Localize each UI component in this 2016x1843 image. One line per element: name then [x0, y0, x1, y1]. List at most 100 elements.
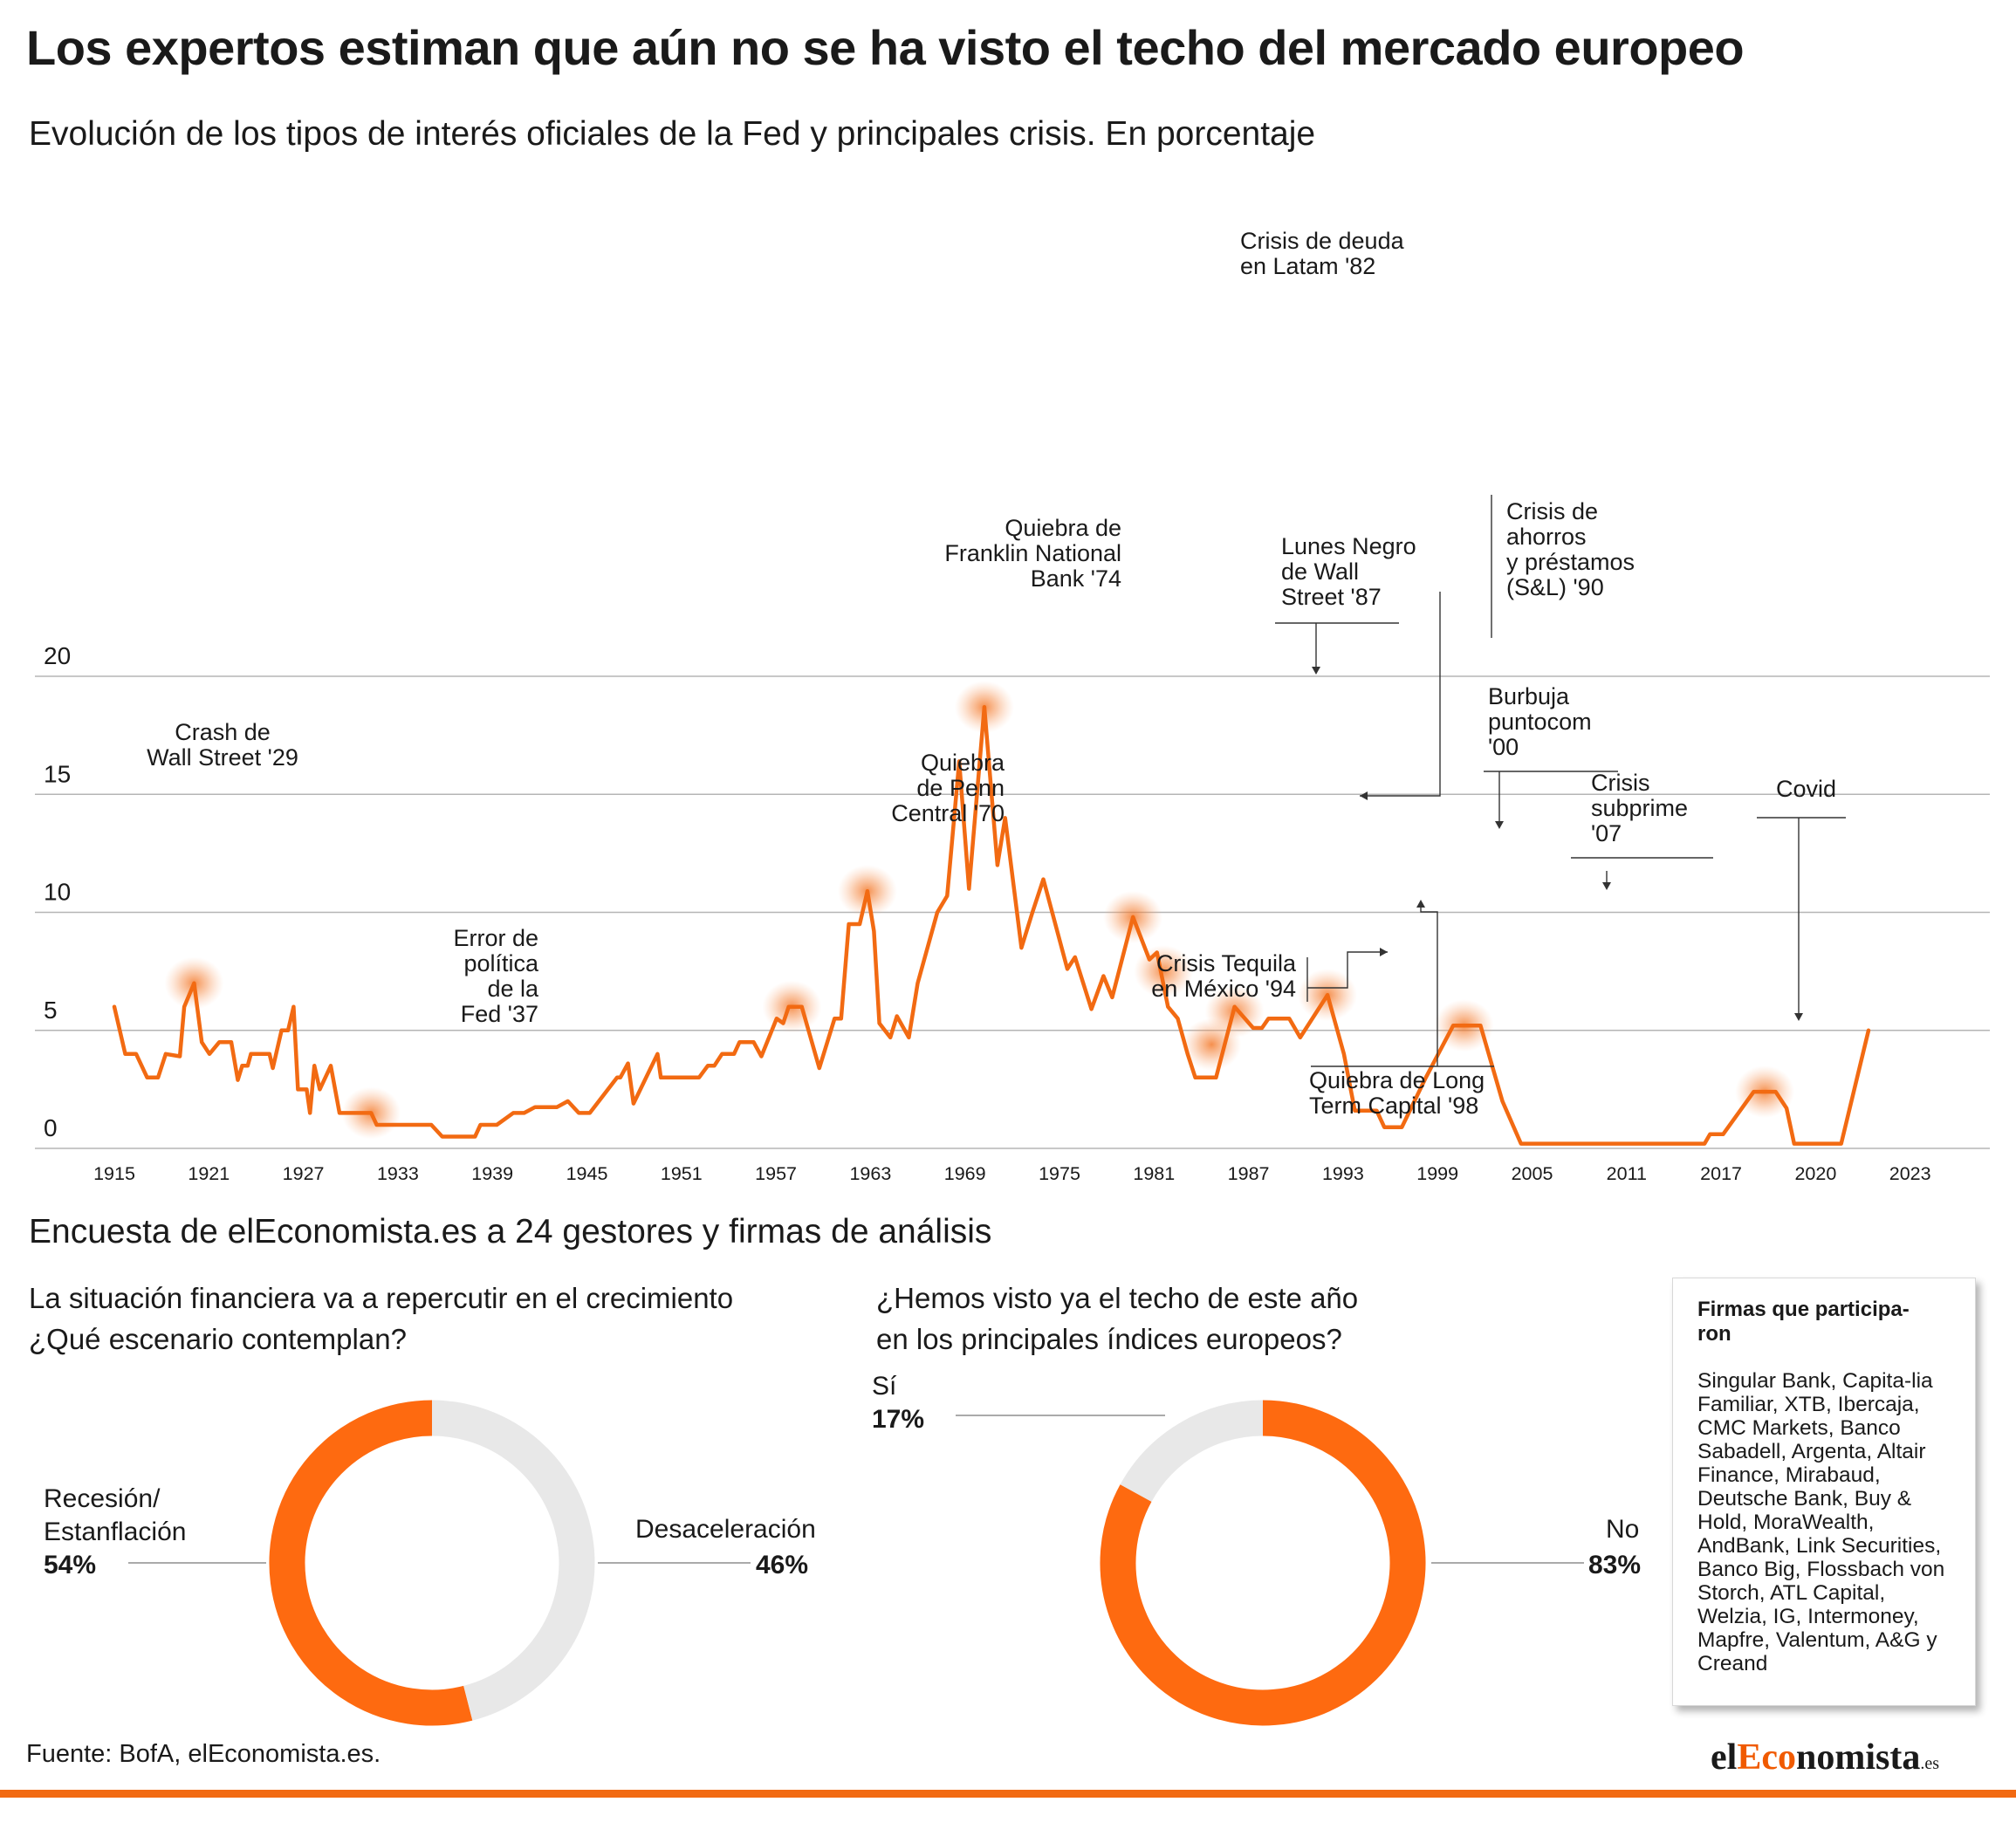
x-tick-label: 2023 [1889, 1163, 1931, 1184]
rate-point [1519, 1142, 1523, 1146]
rate-point [775, 1017, 778, 1020]
annotation-label: Bank '74 [1031, 565, 1121, 592]
x-tick-label: 1927 [283, 1163, 325, 1184]
annotation-label: puntocom [1488, 709, 1592, 735]
rate-point [1807, 1142, 1810, 1146]
y-tick-label: 5 [44, 997, 58, 1024]
x-tick-label: 1975 [1039, 1163, 1080, 1184]
chart-subtitle: Evolución de los tipos de interés oficia… [29, 115, 1316, 153]
rate-point [1501, 1100, 1505, 1103]
brand-logo: elEconomista.es [1711, 1737, 1939, 1778]
annotation-label: subprime [1591, 795, 1688, 821]
rate-point [996, 863, 999, 867]
annotation-label: Crisis Tequila [1156, 950, 1297, 976]
rate-point [533, 1106, 537, 1109]
rate-point [1451, 1024, 1455, 1027]
rate-point [615, 1076, 619, 1079]
annotation-label: de Penn [916, 775, 1005, 801]
brand-es: .es [1920, 1754, 1939, 1773]
rate-point [164, 1052, 168, 1056]
q2-pct-no: 83% [1588, 1551, 1642, 1579]
x-tick-label: 1963 [849, 1163, 891, 1184]
annotation-arrowhead [1602, 882, 1611, 890]
rate-point [619, 1076, 622, 1079]
rate-point [787, 1005, 791, 1009]
source-note: Fuente: BofA, elEconomista.es. [26, 1740, 381, 1768]
rate-point [1774, 1090, 1778, 1093]
rate-point [1090, 1007, 1094, 1011]
rate-point [1148, 958, 1151, 962]
rate-point [1867, 1029, 1870, 1032]
rate-point [720, 1052, 723, 1056]
brand-eco: Eco [1737, 1737, 1796, 1778]
rate-point [338, 1111, 341, 1114]
q1-pct-desaceleracion: 46% [756, 1551, 809, 1579]
rate-point [916, 982, 920, 985]
y-tick-label: 10 [44, 879, 71, 906]
rate-point [632, 1102, 635, 1106]
annotation-arrowhead [1360, 791, 1368, 800]
annotation-label: '07 [1591, 820, 1622, 846]
rate-point [555, 1106, 559, 1109]
rate-point [840, 1017, 843, 1020]
x-tick-label: 1999 [1416, 1163, 1458, 1184]
x-tick-label: 1969 [944, 1163, 986, 1184]
rate-point [858, 922, 861, 926]
annotation-arrowhead [1794, 1013, 1803, 1021]
annotation-label: Fed '37 [461, 1001, 538, 1027]
rate-point [1793, 1142, 1796, 1146]
rate-point [1101, 975, 1105, 978]
q1-question-line1: La situación financiera va a repercutir … [29, 1282, 734, 1314]
rate-point [1186, 1052, 1190, 1056]
rate-point [697, 1076, 701, 1079]
annotation-label: Burbuja [1488, 683, 1570, 709]
rate-point [146, 1076, 149, 1079]
donut-slice-desaceleracion [431, 1400, 595, 1721]
rate-point [291, 1005, 295, 1009]
rate-point [217, 1040, 221, 1044]
q2-donut-chart [956, 1400, 1584, 1726]
rate-point [271, 1066, 275, 1070]
annotation-label: Term Capital '98 [1309, 1093, 1478, 1119]
rate-point [305, 1087, 308, 1091]
rate-point [156, 1076, 160, 1079]
rate-point [895, 1015, 899, 1018]
brand-el: el [1711, 1737, 1738, 1778]
fed-rate-chart: 0 5 10 15 20 1915 1921 1927 1933 1939 1945 1951 1957… [35, 228, 1990, 1184]
annotation-leader-line [1307, 951, 1388, 989]
annotation-label: Quiebra [921, 750, 1005, 776]
q2-label-no: No [1606, 1515, 1640, 1544]
x-tick-label: 1939 [471, 1163, 513, 1184]
rate-point [230, 1040, 233, 1044]
annotation-label: de la [487, 976, 539, 1002]
rate-point [1840, 1142, 1843, 1146]
rate-point [655, 1052, 659, 1056]
annotation-label: de Wall [1281, 558, 1359, 585]
annotation-label: Street '87 [1281, 584, 1382, 610]
fed-rate-line [112, 704, 1871, 1146]
rate-point [1721, 1133, 1725, 1136]
rate-point [318, 1087, 321, 1091]
rate-point [1233, 1005, 1237, 1009]
rate-point [945, 894, 949, 898]
q2-question-line1: ¿Hemos visto ya el techo de este año [876, 1282, 1359, 1314]
rate-point [713, 1064, 717, 1067]
rate-point [178, 1055, 182, 1059]
rate-point [866, 889, 869, 893]
rate-point [208, 1052, 211, 1056]
rate-point [523, 1111, 526, 1114]
rate-point [1110, 996, 1114, 999]
rate-point [1478, 1024, 1482, 1027]
rate-point [759, 1055, 763, 1059]
annotation-label: Lunes Negro [1281, 533, 1416, 559]
rate-point [296, 1087, 299, 1091]
rate-point [1073, 956, 1077, 959]
rate-point [1752, 1090, 1756, 1093]
rate-point [888, 1036, 892, 1039]
annotation-label: en Latam '82 [1240, 253, 1375, 279]
x-tick-label: 1933 [377, 1163, 419, 1184]
rate-point [588, 1111, 592, 1114]
annotation-label: Central '70 [891, 800, 1005, 826]
rate-point [800, 1005, 804, 1009]
rate-point [781, 1022, 785, 1025]
